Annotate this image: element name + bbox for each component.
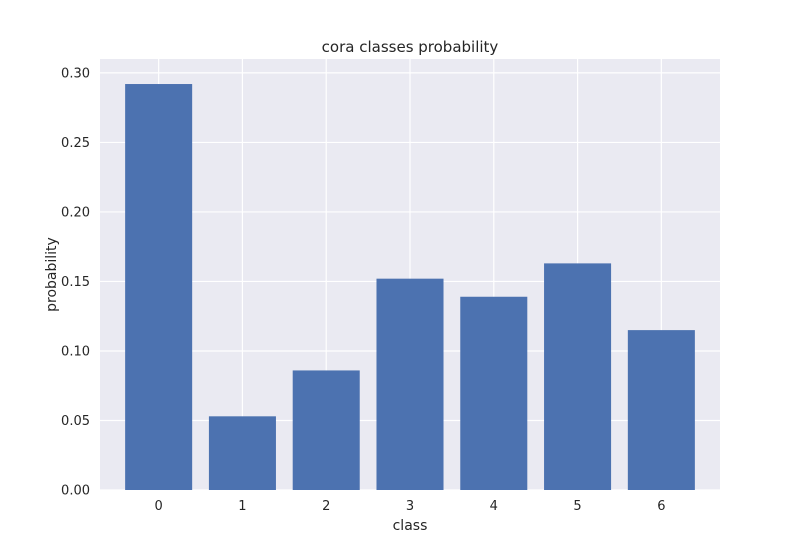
y-tick-label: 0.10 — [61, 344, 90, 359]
x-tick-label: 6 — [657, 499, 665, 514]
bar-class-6 — [627, 330, 695, 490]
y-tick-label: 0.25 — [61, 136, 90, 151]
bar-class-5 — [544, 263, 612, 490]
y-tick-label: 0.00 — [61, 484, 90, 499]
y-axis-label: probability — [44, 237, 60, 312]
y-axis-ticks: 0.00 0.05 0.10 0.15 0.20 0.25 0.30 — [61, 66, 90, 498]
y-tick-label: 0.20 — [61, 205, 90, 220]
y-tick-label: 0.30 — [61, 66, 90, 81]
x-axis-label: class — [393, 518, 428, 534]
bar-class-1 — [208, 416, 276, 490]
chart-title: cora classes probability — [322, 38, 499, 56]
bar-class-0 — [125, 84, 193, 490]
bar-class-2 — [292, 370, 360, 490]
x-tick-label: 0 — [155, 499, 163, 514]
x-tick-label: 5 — [573, 499, 581, 514]
y-tick-label: 0.05 — [61, 414, 90, 429]
bar-class-3 — [376, 278, 444, 490]
x-tick-label: 1 — [238, 499, 246, 514]
y-tick-label: 0.15 — [61, 275, 90, 290]
x-axis-ticks: 0 1 2 3 4 5 6 — [155, 499, 666, 514]
bar-class-4 — [460, 296, 528, 490]
x-tick-label: 2 — [322, 499, 330, 514]
x-tick-label: 3 — [406, 499, 414, 514]
x-tick-label: 4 — [490, 499, 498, 514]
bars — [125, 84, 695, 490]
